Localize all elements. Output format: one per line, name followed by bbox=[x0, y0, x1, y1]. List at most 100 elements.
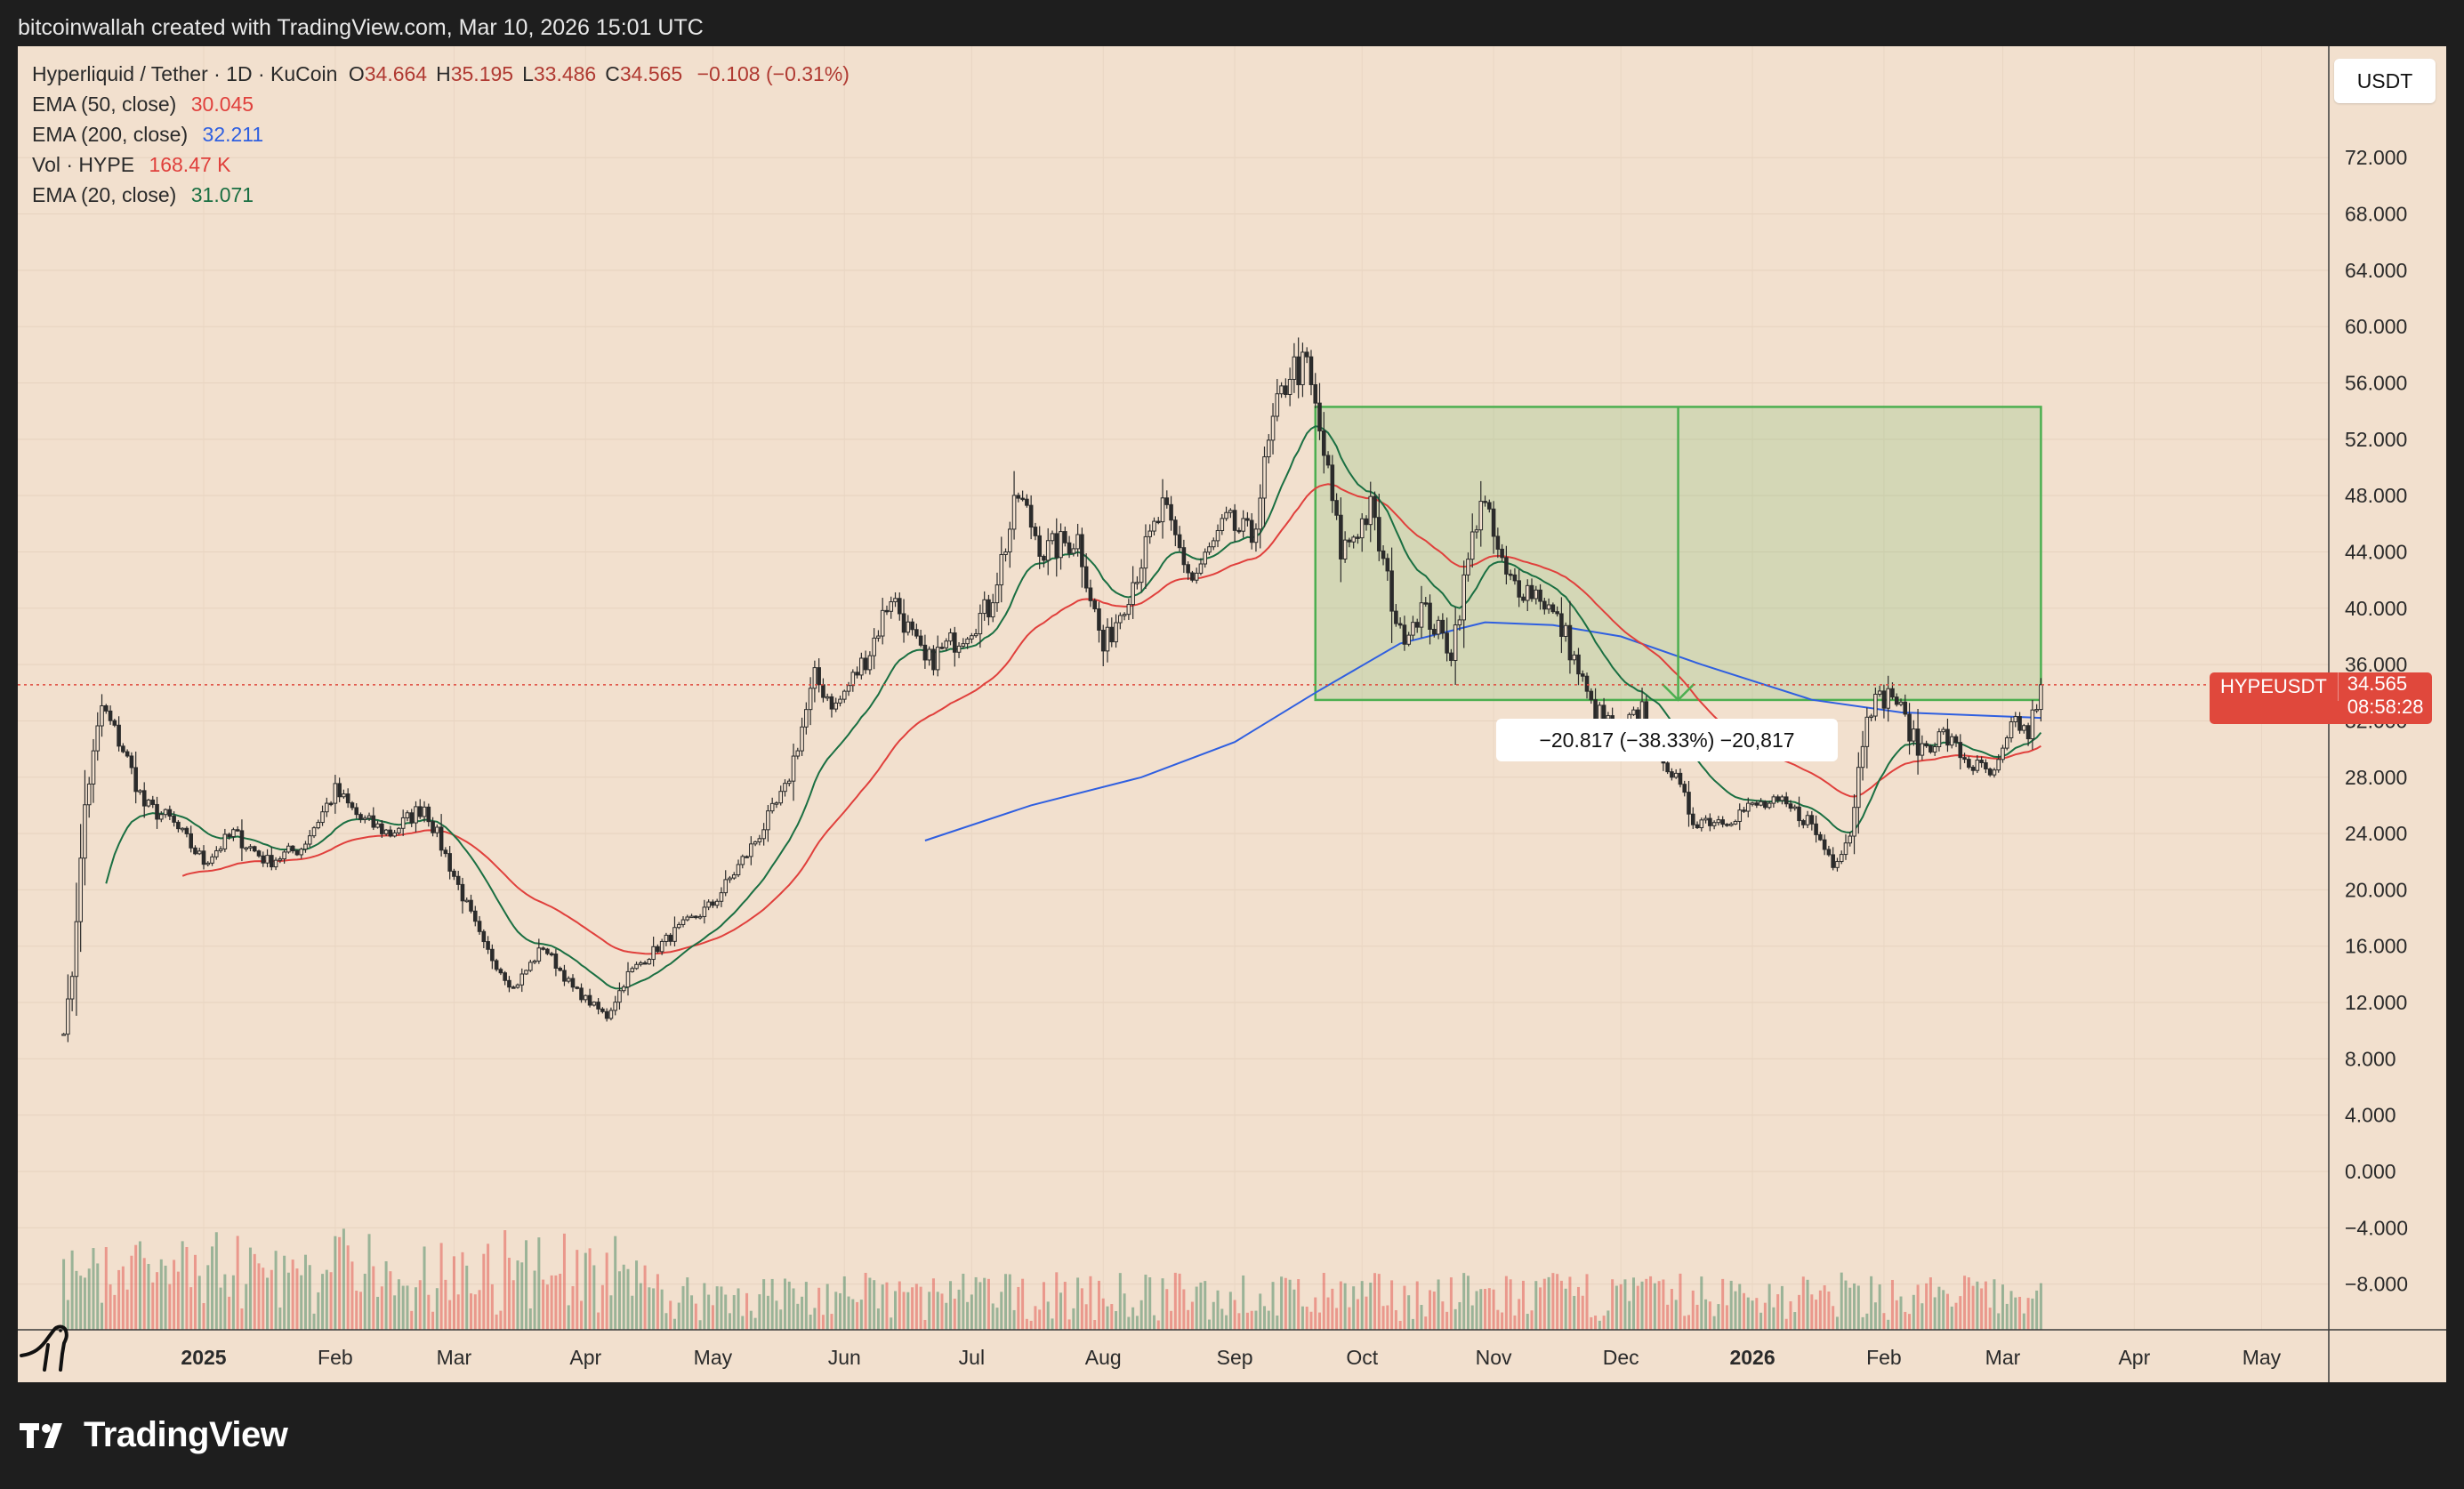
candle-body bbox=[897, 598, 902, 615]
volume-bar bbox=[96, 1263, 100, 1330]
legend-ema50-row[interactable]: EMA (50, close) 30.045 bbox=[32, 89, 850, 119]
candle-body bbox=[1567, 624, 1573, 661]
volume-bar bbox=[779, 1309, 783, 1330]
volume-bar bbox=[842, 1276, 846, 1330]
candle-body bbox=[1100, 629, 1106, 652]
tradingview-wordmark[interactable]: TradingView bbox=[84, 1414, 288, 1454]
candle-body bbox=[1877, 690, 1882, 695]
volume-bar bbox=[423, 1246, 426, 1330]
last-price-tag: HYPEUSDT 34.565 08:58:28 bbox=[2210, 672, 2433, 724]
volume-bar bbox=[291, 1260, 294, 1330]
candle-body bbox=[536, 947, 542, 962]
volume-bar bbox=[902, 1292, 906, 1330]
volume-bar bbox=[70, 1250, 74, 1330]
candle-body bbox=[592, 1002, 597, 1006]
candle-body bbox=[1232, 510, 1237, 531]
volume-bar bbox=[792, 1288, 795, 1330]
candle-body bbox=[1406, 634, 1411, 645]
volume-bar bbox=[87, 1268, 91, 1330]
candle-body bbox=[952, 632, 957, 653]
volume-bar bbox=[185, 1246, 189, 1330]
candle-body bbox=[1728, 823, 1734, 826]
candle-body bbox=[1045, 540, 1051, 561]
candle-body bbox=[1245, 518, 1250, 521]
volume-bar bbox=[1606, 1310, 1610, 1330]
legend-volume-row[interactable]: Vol · HYPE 168.47 K bbox=[32, 149, 850, 180]
candle-body bbox=[1915, 728, 1920, 756]
candle-body bbox=[532, 960, 537, 963]
candle-body bbox=[1258, 497, 1263, 530]
volume-bar bbox=[545, 1284, 549, 1330]
volume-bar bbox=[1297, 1279, 1300, 1330]
candle-body bbox=[1970, 767, 1976, 771]
volume-bar bbox=[1326, 1297, 1330, 1330]
volume-bar bbox=[1576, 1286, 1580, 1330]
volume-bar bbox=[1513, 1315, 1517, 1330]
candle-body bbox=[1839, 854, 1844, 863]
candle-body bbox=[545, 948, 550, 954]
candle-body bbox=[431, 821, 435, 833]
x-tick-label: Apr bbox=[569, 1346, 601, 1369]
candle-body bbox=[1881, 690, 1887, 709]
candle-body bbox=[1699, 819, 1704, 829]
volume-bar bbox=[431, 1311, 435, 1330]
candle-body bbox=[380, 823, 384, 834]
candle-body bbox=[625, 970, 631, 988]
candle-body bbox=[1559, 613, 1564, 637]
volume-bar bbox=[1708, 1301, 1711, 1330]
volume-bar bbox=[1657, 1281, 1661, 1330]
volume-bar bbox=[707, 1294, 711, 1330]
candle-body bbox=[596, 1002, 600, 1010]
candle-body bbox=[239, 830, 245, 849]
candle-body bbox=[1266, 439, 1271, 458]
price-chart[interactable]: 72.000 68.000 64.000 60.000 56.000 52.000 48.0… bbox=[18, 46, 2446, 1382]
volume-bar bbox=[817, 1287, 821, 1330]
volume-bar bbox=[1942, 1290, 1945, 1330]
candle-body bbox=[201, 850, 206, 865]
volume-bar bbox=[1818, 1290, 1822, 1330]
volume-bar bbox=[821, 1315, 825, 1330]
candle-body bbox=[584, 994, 588, 1001]
volume-bar bbox=[597, 1312, 600, 1330]
x-tick-label: Dec bbox=[1603, 1346, 1639, 1369]
candle-body bbox=[1962, 757, 1967, 761]
x-tick-label: Apr bbox=[2118, 1346, 2150, 1369]
currency-button[interactable]: USDT bbox=[2334, 59, 2436, 103]
candle-body bbox=[320, 811, 325, 824]
tradingview-logo-icon[interactable] bbox=[20, 1420, 73, 1450]
candle-body bbox=[642, 962, 648, 965]
candle-body bbox=[172, 816, 176, 823]
legend-ema200-row[interactable]: EMA (200, close) 32.211 bbox=[32, 119, 850, 149]
volume-bar bbox=[193, 1254, 197, 1330]
candle-body bbox=[1826, 849, 1832, 856]
volume-bar bbox=[957, 1289, 961, 1330]
candle-body bbox=[133, 767, 138, 793]
volume-bar bbox=[473, 1294, 477, 1330]
candle-body bbox=[1670, 771, 1674, 778]
candle-body bbox=[1593, 699, 1598, 720]
volume-bar bbox=[983, 1277, 986, 1330]
y-tick-label: −4.000 bbox=[2345, 1216, 2408, 1239]
volume-bar bbox=[363, 1273, 366, 1330]
volume-bar bbox=[1038, 1309, 1042, 1330]
legend-ema20-row[interactable]: EMA (20, close) 31.071 bbox=[32, 180, 850, 210]
volume-bar bbox=[1204, 1281, 1207, 1330]
candle-body bbox=[990, 602, 995, 618]
candle-body bbox=[129, 755, 134, 769]
candle-body bbox=[931, 648, 936, 671]
volume-bar bbox=[672, 1318, 676, 1330]
candle-body bbox=[218, 848, 223, 851]
candle-body bbox=[1075, 534, 1080, 550]
candle-body bbox=[61, 1034, 66, 1036]
candle-body bbox=[689, 915, 694, 919]
candle-body bbox=[757, 838, 762, 842]
symbol-label[interactable]: Hyperliquid / Tether · 1D · KuCoin bbox=[32, 62, 338, 85]
candle-body bbox=[282, 851, 286, 860]
candle-body bbox=[668, 934, 673, 942]
candle-body bbox=[2025, 725, 2031, 740]
volume-bar bbox=[101, 1302, 104, 1330]
candle-body bbox=[392, 832, 397, 837]
chart-frame[interactable]: 72.000 68.000 64.000 60.000 56.000 52.000 48.0… bbox=[18, 46, 2446, 1382]
volume-bar bbox=[1233, 1300, 1236, 1330]
candle-body bbox=[388, 829, 393, 837]
